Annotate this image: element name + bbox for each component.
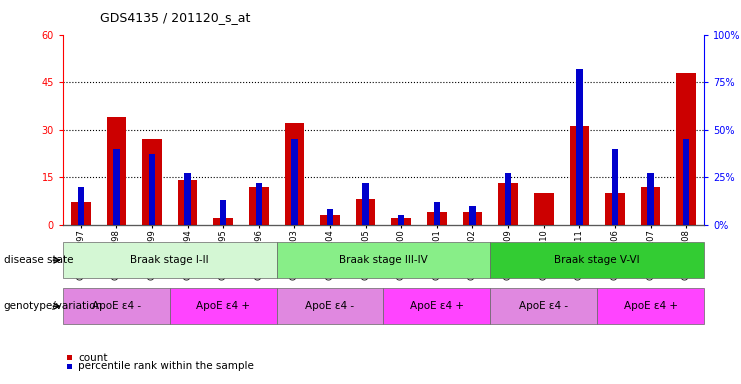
Text: ApoE ε4 -: ApoE ε4 - — [519, 301, 568, 311]
Bar — [391, 218, 411, 225]
Bar — [107, 117, 126, 225]
Text: GDS4135 / 201120_s_at: GDS4135 / 201120_s_at — [100, 12, 250, 25]
Bar — [220, 200, 227, 225]
Bar — [178, 180, 197, 225]
Bar — [320, 215, 340, 225]
Bar — [71, 202, 90, 225]
Bar — [78, 187, 84, 225]
Text: Braak stage III-IV: Braak stage III-IV — [339, 255, 428, 265]
Bar — [285, 123, 305, 225]
Text: Braak stage V-VI: Braak stage V-VI — [554, 255, 640, 265]
Bar — [605, 193, 625, 225]
Bar — [462, 212, 482, 225]
Bar — [570, 126, 589, 225]
Bar — [683, 139, 689, 225]
Text: count: count — [79, 353, 108, 363]
Bar — [677, 73, 696, 225]
Text: ApoE ε4 +: ApoE ε4 + — [410, 301, 464, 311]
Text: ApoE ε4 -: ApoE ε4 - — [305, 301, 355, 311]
Bar — [327, 209, 333, 225]
Bar — [249, 187, 269, 225]
Text: ApoE ε4 +: ApoE ε4 + — [196, 301, 250, 311]
Bar — [641, 187, 660, 225]
Bar — [469, 206, 476, 225]
Bar — [534, 193, 554, 225]
Bar — [356, 199, 376, 225]
Text: percentile rank within the sample: percentile rank within the sample — [79, 361, 254, 371]
Bar — [142, 139, 162, 225]
Bar — [612, 149, 618, 225]
Text: disease state: disease state — [4, 255, 73, 265]
Bar — [256, 183, 262, 225]
Bar — [185, 173, 191, 225]
Text: ApoE ε4 -: ApoE ε4 - — [92, 301, 141, 311]
Bar — [213, 218, 233, 225]
Bar — [362, 183, 369, 225]
Bar — [505, 173, 511, 225]
Bar — [498, 184, 518, 225]
Bar — [576, 69, 582, 225]
Bar — [427, 212, 447, 225]
Text: Braak stage I-II: Braak stage I-II — [130, 255, 209, 265]
Text: ApoE ε4 +: ApoE ε4 + — [623, 301, 677, 311]
Bar — [113, 149, 119, 225]
Bar — [648, 173, 654, 225]
Bar — [291, 139, 298, 225]
Bar — [149, 154, 155, 225]
Bar — [433, 202, 440, 225]
Text: genotype/variation: genotype/variation — [4, 301, 103, 311]
Bar — [398, 215, 405, 225]
